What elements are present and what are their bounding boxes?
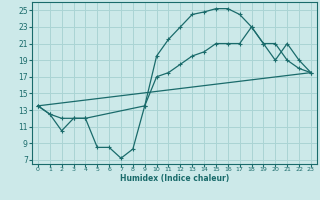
X-axis label: Humidex (Indice chaleur): Humidex (Indice chaleur) bbox=[120, 174, 229, 183]
